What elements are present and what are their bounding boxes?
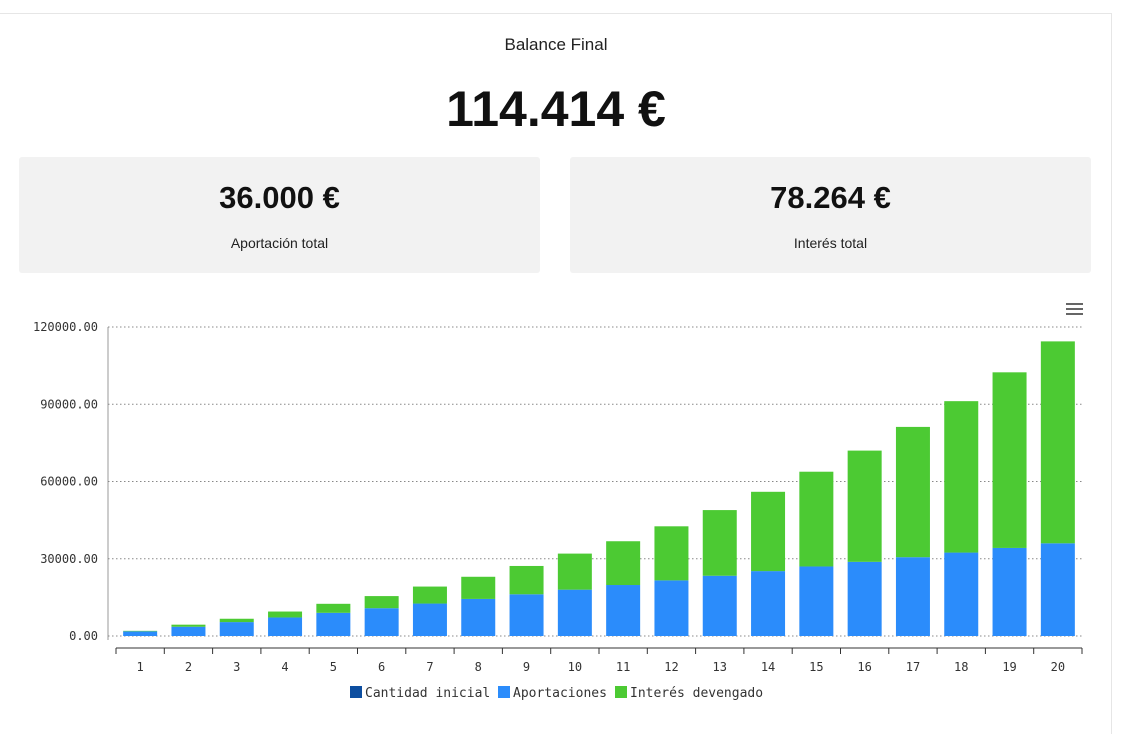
legend-label: Interés devengado — [630, 686, 763, 701]
y-tick-label: 120000.00 — [33, 320, 98, 334]
y-tick-label: 0.00 — [69, 629, 98, 643]
bar-2-7 — [412, 586, 447, 604]
legend-item[interactable]: Interés devengado — [615, 686, 763, 701]
bar-1-7 — [412, 603, 447, 636]
x-tick-label: 8 — [475, 660, 482, 674]
bar-2-17 — [895, 426, 930, 558]
bar-2-12 — [654, 526, 689, 581]
balance-title: Balance Final — [504, 35, 608, 54]
bar-2-14 — [751, 491, 786, 572]
bar-1-20 — [1040, 543, 1075, 636]
bar-2-8 — [461, 576, 496, 599]
x-tick-label: 14 — [761, 660, 775, 674]
interes-total-card: 78.264 € Interés total — [570, 157, 1091, 273]
bar-1-14 — [751, 571, 786, 636]
legend-label: Aportaciones — [513, 686, 607, 701]
x-tick-label: 3 — [233, 660, 240, 674]
bar-1-3 — [219, 622, 254, 636]
bar-1-4 — [268, 617, 303, 636]
bar-1-8 — [461, 598, 496, 636]
bar-2-13 — [702, 510, 737, 576]
balance-total: 114.414 € — [446, 81, 666, 137]
x-tick-label: 16 — [857, 660, 871, 674]
x-tick-label: 4 — [281, 660, 288, 674]
legend-swatch — [498, 686, 510, 698]
bar-2-1 — [123, 630, 158, 632]
bar-2-20 — [1040, 341, 1075, 544]
bar-2-15 — [799, 471, 834, 567]
x-tick-label: 19 — [1002, 660, 1016, 674]
x-tick-label: 9 — [523, 660, 530, 674]
bar-1-12 — [654, 580, 689, 636]
bar-2-9 — [509, 565, 544, 595]
legend-label: Cantidad inicial — [365, 686, 490, 701]
bar-2-19 — [992, 372, 1027, 548]
y-tick-label: 60000.00 — [40, 475, 98, 489]
x-tick-label: 1 — [137, 660, 144, 674]
bar-1-2 — [171, 626, 206, 636]
x-tick-label: 7 — [426, 660, 433, 674]
legend-swatch — [350, 686, 362, 698]
aportacion-total-card: 36.000 € Aportación total — [19, 157, 540, 273]
bar-2-18 — [944, 401, 979, 553]
bar-1-11 — [606, 585, 641, 636]
x-tick-label: 13 — [713, 660, 727, 674]
aportacion-total-label: Aportación total — [230, 235, 329, 251]
bar-1-13 — [702, 575, 737, 636]
bar-1-9 — [509, 594, 544, 636]
bar-2-5 — [316, 603, 351, 613]
bar-1-6 — [364, 608, 399, 636]
bar-2-10 — [557, 553, 592, 590]
x-tick-label: 20 — [1051, 660, 1065, 674]
x-tick-label: 15 — [809, 660, 823, 674]
bar-1-10 — [557, 589, 592, 636]
x-tick-label: 6 — [378, 660, 385, 674]
hamburger-menu-icon[interactable] — [1066, 303, 1083, 317]
bar-2-16 — [847, 450, 882, 562]
y-tick-label: 90000.00 — [40, 397, 98, 411]
x-tick-label: 12 — [664, 660, 678, 674]
x-tick-label: 18 — [954, 660, 968, 674]
bar-1-18 — [944, 552, 979, 636]
bar-1-15 — [799, 566, 834, 636]
legend-item[interactable]: Cantidad inicial — [350, 686, 490, 701]
bar-2-3 — [219, 618, 254, 623]
results-panel — [0, 13, 1112, 734]
bar-1-17 — [895, 557, 930, 636]
x-tick-label: 11 — [616, 660, 630, 674]
legend-swatch — [615, 686, 627, 698]
x-tick-label: 5 — [330, 660, 337, 674]
interes-total-value: 78.264 € — [770, 180, 891, 215]
bar-1-16 — [847, 561, 882, 636]
bar-1-19 — [992, 547, 1027, 636]
bar-1-1 — [123, 631, 158, 636]
bar-2-6 — [364, 596, 399, 609]
bar-2-4 — [268, 611, 303, 618]
interes-total-label: Interés total — [793, 235, 868, 251]
x-tick-label: 10 — [568, 660, 582, 674]
bar-2-11 — [606, 541, 641, 586]
legend-item[interactable]: Aportaciones — [498, 686, 607, 701]
x-tick-label: 2 — [185, 660, 192, 674]
x-tick-label: 17 — [906, 660, 920, 674]
bar-1-5 — [316, 612, 351, 636]
aportacion-total-value: 36.000 € — [219, 180, 340, 215]
y-tick-label: 30000.00 — [40, 552, 98, 566]
bar-2-2 — [171, 624, 206, 627]
